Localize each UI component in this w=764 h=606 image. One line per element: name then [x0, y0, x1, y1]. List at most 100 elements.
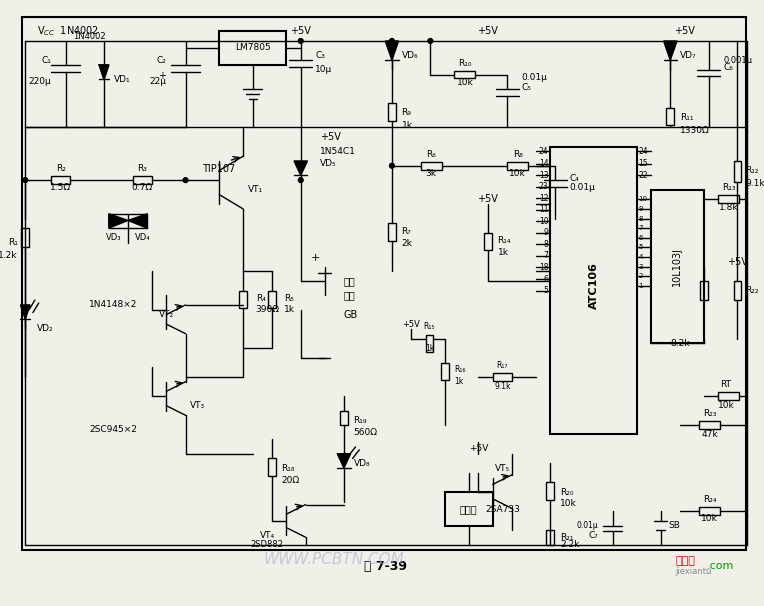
Text: GB: GB — [344, 310, 358, 319]
Text: R₆: R₆ — [426, 150, 436, 159]
Bar — [51, 176, 70, 184]
Text: RT: RT — [720, 380, 731, 389]
Text: 9.1k: 9.1k — [745, 179, 764, 187]
Bar — [340, 410, 348, 425]
Text: 12: 12 — [539, 194, 549, 203]
Text: R₂₂: R₂₂ — [745, 286, 759, 295]
Text: 220μ: 220μ — [28, 77, 51, 86]
Text: 5: 5 — [543, 286, 549, 295]
Text: VD₁: VD₁ — [114, 75, 130, 84]
Text: VD₆: VD₆ — [402, 51, 418, 60]
Text: 2SC945×2: 2SC945×2 — [89, 425, 138, 434]
Text: R₈: R₈ — [513, 150, 523, 159]
Bar — [666, 108, 674, 125]
Bar — [388, 104, 396, 121]
Text: +5V: +5V — [478, 195, 498, 204]
Text: +5V: +5V — [468, 444, 488, 453]
Polygon shape — [21, 305, 30, 319]
Text: 1k: 1k — [402, 121, 413, 130]
Text: 9: 9 — [639, 206, 643, 212]
Text: 1330Ω: 1330Ω — [680, 125, 710, 135]
Bar — [421, 162, 442, 170]
Circle shape — [183, 178, 188, 182]
Text: 10k: 10k — [510, 169, 526, 178]
Text: 蜂鸣器: 蜂鸣器 — [460, 504, 478, 514]
Bar — [699, 421, 720, 428]
Circle shape — [428, 39, 432, 44]
Text: ATC106: ATC106 — [588, 262, 598, 309]
Text: 11: 11 — [539, 205, 549, 215]
Text: 15: 15 — [639, 159, 648, 168]
Bar — [507, 162, 528, 170]
Polygon shape — [294, 161, 307, 175]
Text: +5V: +5V — [675, 27, 695, 36]
Text: jiexiantu: jiexiantu — [675, 567, 711, 576]
Text: 24: 24 — [539, 147, 549, 156]
Text: R₁₀: R₁₀ — [458, 59, 471, 67]
Text: 10L103J: 10L103J — [672, 247, 682, 286]
Text: 0.7Ω: 0.7Ω — [132, 184, 153, 192]
Text: R₁₆: R₁₆ — [455, 365, 466, 374]
Text: 4: 4 — [639, 254, 643, 260]
Text: TIP107: TIP107 — [202, 164, 236, 174]
Text: R₁₂: R₁₂ — [745, 166, 759, 175]
Bar — [733, 281, 741, 300]
Text: R₁₉: R₁₉ — [354, 416, 367, 425]
Text: R₄: R₄ — [256, 294, 266, 303]
Polygon shape — [99, 65, 108, 79]
Text: +5V: +5V — [727, 257, 748, 267]
Polygon shape — [108, 214, 128, 228]
Text: LM7805: LM7805 — [235, 43, 270, 52]
Text: WWW.PCBTN.COM: WWW.PCBTN.COM — [264, 552, 405, 567]
Text: R₃: R₃ — [138, 164, 147, 173]
Text: 1k: 1k — [455, 377, 464, 386]
Text: 10k: 10k — [560, 499, 577, 508]
Bar — [651, 190, 704, 344]
Bar — [219, 32, 286, 65]
Text: VT₃: VT₃ — [190, 401, 206, 410]
Text: 1k: 1k — [284, 305, 296, 315]
Text: R₂₃: R₂₃ — [703, 409, 717, 418]
Text: 1N4148×2: 1N4148×2 — [89, 301, 138, 310]
Text: 0.001μ: 0.001μ — [723, 56, 752, 65]
Text: C₅: C₅ — [522, 82, 532, 92]
Text: 47k: 47k — [701, 430, 718, 439]
Text: R₂: R₂ — [56, 164, 66, 173]
Text: R₁: R₁ — [8, 238, 18, 247]
Text: 2.2k: 2.2k — [560, 541, 579, 550]
Polygon shape — [337, 454, 351, 468]
Bar — [455, 71, 475, 78]
Bar — [441, 362, 448, 380]
Text: 2k: 2k — [402, 239, 413, 248]
Text: 电池: 电池 — [344, 290, 356, 301]
Text: 图 7-39: 图 7-39 — [364, 561, 406, 573]
Text: 560Ω: 560Ω — [354, 428, 377, 437]
Bar — [445, 492, 493, 525]
Text: VD₂: VD₂ — [37, 324, 53, 333]
Text: SB: SB — [668, 521, 680, 530]
Text: 6: 6 — [639, 235, 643, 241]
Text: 14: 14 — [539, 159, 549, 168]
Text: R₂₄: R₂₄ — [703, 495, 717, 504]
Text: R₁₈: R₁₈ — [282, 464, 295, 473]
Text: 24: 24 — [639, 147, 648, 156]
Text: 被充: 被充 — [344, 276, 356, 286]
Text: V$_{CC}$  1N4002: V$_{CC}$ 1N4002 — [37, 24, 99, 38]
Text: VT₅: VT₅ — [495, 464, 510, 473]
Text: 8.2k: 8.2k — [670, 339, 690, 348]
Text: 2SA733: 2SA733 — [485, 505, 520, 514]
Text: C₂: C₂ — [157, 56, 167, 65]
Text: R₁₅: R₁₅ — [423, 322, 435, 331]
Bar — [484, 233, 492, 250]
Bar — [133, 176, 152, 184]
Text: 10k: 10k — [717, 401, 734, 410]
Text: 8: 8 — [544, 240, 549, 249]
Bar — [493, 373, 512, 381]
Text: 1N4002: 1N4002 — [73, 32, 106, 41]
Text: R₂₁: R₂₁ — [560, 533, 574, 542]
Text: VD₄: VD₄ — [134, 233, 151, 242]
Text: 7: 7 — [639, 225, 643, 231]
Text: +: + — [310, 253, 320, 263]
Text: 22μ: 22μ — [150, 77, 167, 86]
Text: 8: 8 — [639, 216, 643, 222]
